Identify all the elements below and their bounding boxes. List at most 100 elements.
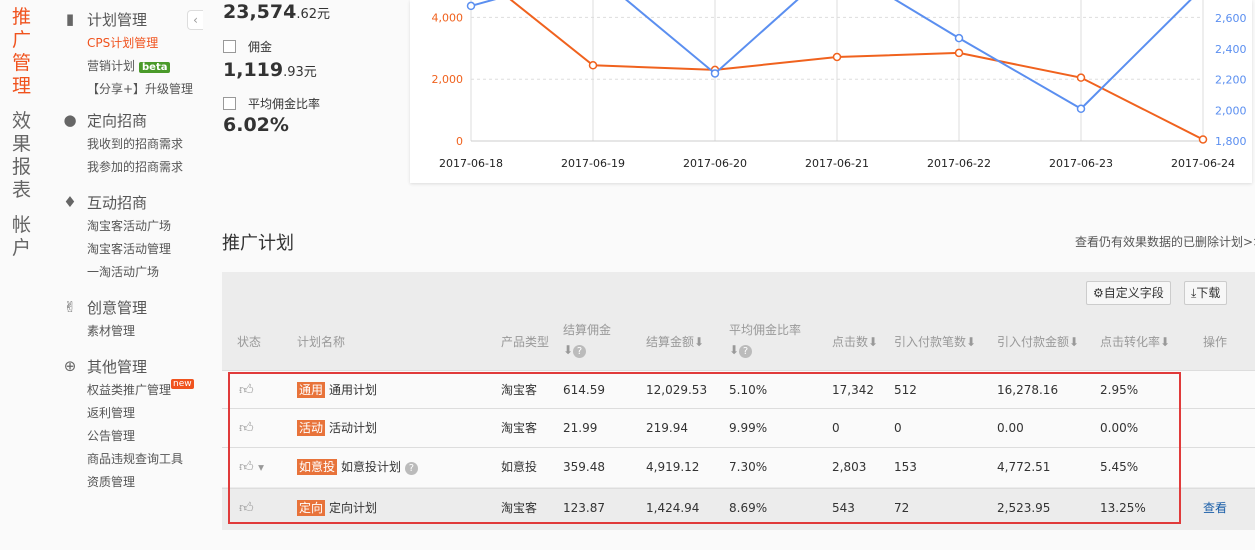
nav-item[interactable]: 返利管理 (62, 402, 212, 425)
nav-group-title: 创意管理 (87, 298, 148, 317)
cell-conv: 13.25% (1100, 501, 1146, 515)
nav-item-label: CPS计划管理 (87, 36, 159, 50)
download-icon: ⤓ (1191, 286, 1197, 300)
nav-item-label: 我收到的招商需求 (87, 137, 184, 151)
sub-nav: ▮ 计划管理 CPS计划管理营销计划 beta 【分享+】升级管理 ● 定向招商我收到的招商… (62, 0, 212, 498)
nav-group-title: 其他管理 (87, 357, 148, 376)
nav-group-4[interactable]: ⊕ 其他管理 (62, 353, 212, 379)
plan-name: 通用 通用计划 (297, 382, 378, 398)
cell-commission: 359.48 (563, 460, 605, 474)
sort-icon[interactable]: ⬇ (1069, 335, 1080, 349)
x-tick-label: 2017-06-24 (1171, 157, 1235, 170)
plan-tag: 如意投 (297, 459, 338, 475)
data-point (466, 1, 476, 11)
nav-item[interactable]: 我参加的招商需求 (62, 156, 212, 179)
nav-item-label: 【分享+】升级管理 (87, 82, 194, 96)
nav-group-0[interactable]: ▮ 计划管理 (62, 6, 212, 32)
help-icon[interactable]: ? (739, 345, 753, 358)
nav-item[interactable]: 权益类推广管理 new (62, 379, 212, 402)
cell-pay: 0.00 (997, 421, 1024, 435)
sort-icon[interactable]: ⬇ (1160, 335, 1171, 349)
nav-group-1[interactable]: ● 定向招商 (62, 107, 212, 133)
data-point (954, 48, 964, 58)
sort-icon[interactable]: ⬇ (694, 335, 705, 349)
thumb-up-icon[interactable]: 👍︎ (239, 420, 254, 436)
help-icon[interactable]: ? (573, 345, 587, 358)
column-header[interactable]: 结算佣金 ⬇? (563, 323, 612, 358)
nav-item-label: 权益类推广管理 (87, 383, 172, 397)
nav-group-title: 定向招商 (87, 111, 148, 130)
help-icon[interactable]: ? (404, 462, 418, 475)
cell-clicks: 543 (832, 501, 855, 515)
column-header[interactable]: 引入付款金额⬇ (997, 335, 1080, 349)
cell-type: 淘宝客 (501, 501, 538, 515)
nav-group-3[interactable]: ✌ 创意管理 (62, 294, 212, 320)
commission-checkbox[interactable]: 佣金 (223, 38, 272, 55)
column-header[interactable]: 点击数⬇ (832, 335, 879, 349)
nav-item[interactable]: 我收到的招商需求 (62, 133, 212, 156)
x-tick-label: 2017-06-21 (805, 157, 869, 170)
cell-clicks: 2,803 (832, 460, 867, 474)
topnav-promotion[interactable]: 推广管理 (12, 6, 32, 97)
deleted-plans-link[interactable]: 查看仍有效果数据的已删除计划>> (1075, 235, 1255, 249)
amount-value: 23,574.62元 (223, 1, 331, 23)
cell-orders: 0 (894, 421, 902, 435)
data-point (588, 61, 598, 70)
thumb-up-icon[interactable]: 👍︎ (239, 500, 254, 516)
sort-icon[interactable]: ⬇ (563, 343, 574, 357)
column-header[interactable]: 结算金额⬇ (646, 335, 705, 349)
nav-item[interactable]: 公告管理 (62, 425, 212, 448)
nav-item[interactable]: CPS计划管理 (62, 32, 212, 55)
nav-group-title: 计划管理 (87, 10, 148, 29)
sort-icon[interactable]: ⬇ (868, 335, 879, 349)
collapse-sidebar-button[interactable]: ‹ (187, 10, 203, 30)
table-row: 👍︎ 活动 活动计划 淘宝客 21.99 219.94 9.99% 0 0 0.00 0.00% (222, 408, 1255, 448)
plan-tag: 定向 (297, 500, 326, 516)
thumb-up-icon[interactable]: 👍︎ (239, 382, 254, 398)
x-tick-label: 2017-06-18 (439, 157, 503, 170)
nav-item[interactable]: 一淘活动广场 (62, 261, 212, 284)
nav-item[interactable]: 素材管理 (62, 320, 212, 343)
victory-hand-icon: ✌ (63, 298, 77, 316)
topnav-account[interactable]: 帐户 (12, 214, 32, 259)
cell-clicks: 0 (832, 421, 840, 435)
data-point (1198, 135, 1208, 144)
plan-tag: 通用 (297, 382, 326, 398)
right-tick-label: 2,000 (1215, 104, 1247, 117)
data-point (832, 52, 842, 62)
table-row: 👍︎ 定向 定向计划 淘宝客 123.87 1,424.94 8.69% 543 72 2,523… (222, 488, 1255, 528)
column-header: 操作 (1203, 335, 1228, 349)
nav-item[interactable]: 淘宝客活动广场 (62, 215, 212, 238)
data-point (710, 69, 720, 78)
nav-item[interactable]: 【分享+】升级管理 (62, 78, 212, 101)
left-tick-label: 4,000 (432, 11, 464, 24)
clipboard-icon: ▮ (65, 10, 75, 28)
nav-item[interactable]: 淘宝客活动管理 (62, 238, 212, 261)
nav-item-label: 商品违规查询工具 (87, 452, 184, 466)
download-button[interactable]: ⤓下载 (1184, 281, 1228, 305)
nav-item[interactable]: 商品违规查询工具 (62, 448, 212, 471)
column-header[interactable]: 点击转化率⬇ (1100, 335, 1171, 349)
nav-item[interactable]: 资质管理 (62, 471, 212, 494)
nav-item-label: 淘宝客活动广场 (87, 219, 172, 233)
custom-fields-button[interactable]: ⚙自定义字段 (1086, 281, 1171, 305)
nav-item-label: 营销计划 (87, 59, 136, 73)
section-title: 推广计划 (222, 233, 294, 254)
cell-action[interactable]: 查看 (1203, 501, 1228, 515)
avg-rate-checkbox[interactable]: 平均佣金比率 (223, 95, 320, 112)
sort-icon[interactable]: ⬇ (966, 335, 977, 349)
cell-pay: 4,772.51 (997, 460, 1051, 474)
plan-name: 活动 活动计划 (297, 420, 378, 436)
pin-icon: ♦ (63, 193, 77, 211)
cell-rate: 9.99% (729, 421, 768, 435)
cell-rate: 8.69% (729, 501, 768, 515)
column-header[interactable]: 引入付款笔数⬇ (894, 335, 977, 349)
nav-item[interactable]: 营销计划 beta (62, 55, 212, 78)
topnav-reports[interactable]: 效果报表 (12, 110, 32, 201)
cell-type: 如意投 (501, 460, 538, 474)
nav-group-2[interactable]: ♦ 互动招商 (62, 189, 212, 215)
thumb-up-icon[interactable]: 👍︎ ▾ (239, 459, 264, 475)
column-header[interactable]: 平均佣金比率 ⬇? (729, 323, 802, 358)
plan-name: 定向 定向计划 (297, 500, 378, 516)
sort-icon[interactable]: ⬇ (729, 343, 740, 357)
